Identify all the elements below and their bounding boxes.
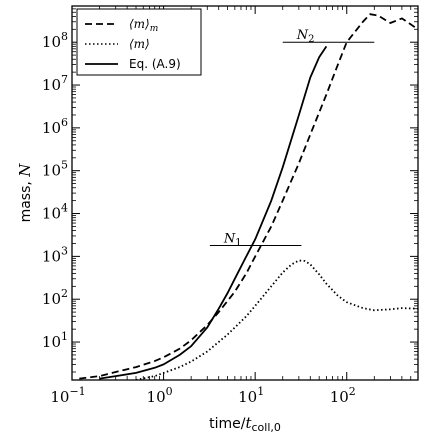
x-axis-label: time/tcoll,0 xyxy=(209,414,281,434)
y-tick-label: 107 xyxy=(42,73,68,94)
threshold-label-n1: N1 xyxy=(223,231,242,248)
y-tick-labels: 101 102 103 104 105 106 107 108 xyxy=(42,30,68,351)
series-layer xyxy=(79,13,418,380)
series-line-mean-mass xyxy=(135,259,418,380)
threshold-label-n2: N2 xyxy=(296,28,315,45)
y-tick-label: 108 xyxy=(42,30,68,51)
x-tick-label: 10−1 xyxy=(50,385,85,406)
y-tick-label: 106 xyxy=(42,116,68,137)
legend: ⟨m⟩m ⟨m⟩ Eq. (A.9) xyxy=(76,8,202,76)
legend-label-eq-a9: Eq. (A.9) xyxy=(129,57,181,71)
minor-ticks xyxy=(72,6,418,380)
y-tick-label: 102 xyxy=(42,287,68,308)
y-tick-label: 101 xyxy=(42,330,68,351)
x-tick-label: 101 xyxy=(238,385,264,406)
x-tick-labels: 10−1 100 101 102 xyxy=(50,385,355,406)
legend-label-mean-mass-weighted: ⟨m⟩m xyxy=(129,17,158,34)
y-tick-label: 103 xyxy=(42,244,68,265)
y-tick-label: 105 xyxy=(42,159,68,180)
major-ticks xyxy=(71,6,418,380)
y-axis-label: mass, N xyxy=(16,163,34,223)
series-line-eq-a9 xyxy=(99,45,328,380)
x-tick-label: 100 xyxy=(147,385,173,406)
legend-label-mean-mass: ⟨m⟩ xyxy=(129,37,150,51)
series-line-mean-mass-weighted xyxy=(79,13,418,380)
annotation-layer: N1 N2 xyxy=(209,28,375,248)
y-tick-label: 104 xyxy=(42,202,68,223)
x-tick-label: 102 xyxy=(330,385,356,406)
